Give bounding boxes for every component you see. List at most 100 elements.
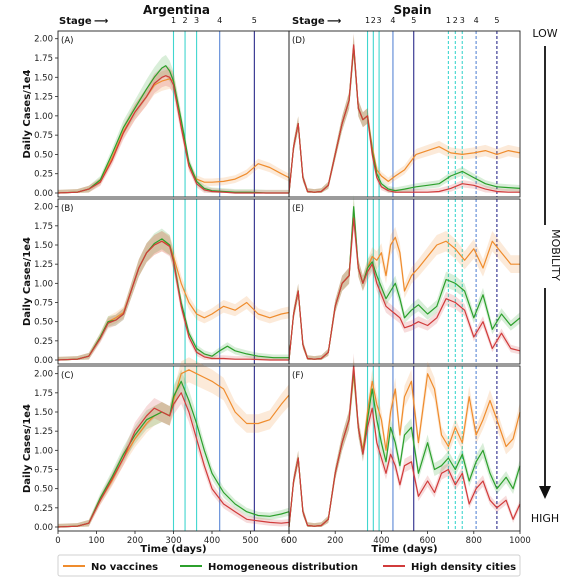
series-line-e-homogeneous: [288, 206, 521, 361]
ytick-label-b-2: 0.50: [34, 318, 53, 328]
ytick-label-a-1: 0.25: [34, 170, 53, 180]
band-f-no-vaccines: [289, 361, 520, 527]
ytick-label-c-5: 1.25: [34, 427, 53, 437]
xtick-label-f-4: 800: [466, 536, 482, 546]
stage-label-left: Stage: [59, 16, 92, 27]
panels: 1 2 3 4 5(A)0.000.250.500.751.001.251.501.75…: [22, 3, 531, 555]
stage-number-a-1-3: 3: [194, 16, 199, 25]
ytick-label-b-3: 0.75: [34, 299, 53, 309]
ytick-label-c-0: 0.00: [34, 523, 53, 533]
stage-number-d-1-5: 5: [411, 16, 416, 25]
ytick-label-c-2: 0.50: [34, 485, 53, 495]
xtick-label-f-3: 600: [419, 536, 435, 546]
xtick-label-f-0: 0: [286, 536, 291, 546]
mobility-axis-label: MOBILITY: [549, 229, 562, 281]
frame-d: [288, 30, 521, 198]
ytick-label-a-4: 1.00: [34, 112, 53, 122]
xlabel-f: Time (days): [371, 544, 437, 555]
series-line-e-high-density: [288, 217, 521, 361]
stage-number-a-1-2: 2: [183, 16, 188, 25]
mobility-high-label: HIGH: [531, 512, 559, 525]
panel-f: (F) 0 200 400 600 800 1000 Time (days): [286, 353, 531, 555]
ylabel-b: Daily Cases/1e4: [22, 237, 33, 326]
ylabel-c: Daily Cases/1e4: [22, 404, 33, 493]
stage-number-d-1-1: 1: [365, 16, 370, 25]
panel-label-c: (C): [61, 371, 74, 381]
legend-frame: [57, 554, 521, 577]
stage-number-d-1-3: 3: [377, 16, 382, 25]
band-f-homogeneous: [289, 357, 520, 527]
ytick-label-b-4: 1.00: [34, 279, 53, 289]
panel-title-d: Spain: [394, 3, 432, 17]
series-line-f-no-vaccines: [288, 373, 521, 528]
ytick-label-c-1: 0.25: [34, 504, 53, 514]
xtick-label-f-1: 200: [327, 536, 343, 546]
series-line-f-high-density: [288, 365, 521, 528]
ytick-label-c-8: 2.00: [34, 370, 53, 380]
panel-b: (B) 0.00 0.25 0.50 0.75 1.00 1.25 1.50 1.75 2.00 D…: [22, 198, 290, 366]
series-line-b-high-density: [57, 240, 289, 361]
stage-number-a-1-1: 1: [171, 16, 176, 25]
band-a-high-density: [58, 65, 289, 193]
panel-label-b: (B): [61, 204, 73, 214]
stage-number-d-2-1: 1: [446, 16, 451, 25]
ytick-label-a-6: 1.50: [34, 73, 53, 83]
ytick-label-a-5: 1.25: [34, 93, 53, 103]
band-c-high-density: [58, 381, 289, 527]
stage-number-d-1-2: 2: [371, 16, 376, 25]
panel-label-e: (E): [292, 204, 304, 214]
band-e-no-vaccines: [289, 198, 520, 360]
ytick-label-c-7: 1.75: [34, 389, 53, 399]
stage-number-d-2-4: 4: [474, 16, 479, 25]
ytick-label-b-0: 0.00: [34, 356, 53, 366]
band-c-no-vaccines: [58, 357, 289, 527]
series-line-c-homogeneous: [57, 380, 290, 528]
xtick-label-c-3: 300: [165, 536, 181, 546]
ytick-label-a-7: 1.75: [34, 54, 53, 64]
ytick-label-c-4: 1.00: [34, 446, 53, 456]
ytick-label-b-8: 2.00: [34, 203, 53, 213]
panel-label-f: (F): [292, 371, 304, 381]
xtick-label-c-1: 100: [88, 536, 104, 546]
series-line-a-homogeneous: [57, 65, 289, 194]
ytick-label-c-3: 0.75: [34, 466, 53, 476]
ytick-label-a-2: 0.50: [34, 150, 53, 160]
band-e-high-density: [289, 206, 520, 360]
xtick-label-c-2: 200: [127, 536, 143, 546]
legend-label-no-vaccines: No vaccines: [91, 562, 158, 573]
ytick-label-b-6: 1.50: [34, 241, 53, 251]
xtick-label-c-6: 600: [281, 536, 297, 546]
xtick-label-f-2: 400: [373, 536, 389, 546]
ytick-label-a-3: 0.75: [34, 131, 53, 141]
band-d-no-vaccines: [289, 34, 520, 193]
stage-arrow-right: ⟶: [327, 16, 341, 27]
xtick-label-c-4: 400: [204, 536, 220, 546]
series-line-c-high-density: [57, 392, 290, 528]
mobility-low-label: LOW: [532, 27, 557, 40]
ytick-label-b-1: 0.25: [34, 337, 53, 347]
ytick-label-a-0: 0.00: [34, 189, 53, 199]
legend: No vaccines Homogeneous distribution Hig…: [57, 554, 521, 577]
series-line-a-high-density: [57, 75, 289, 194]
xtick-label-c-0: 0: [55, 536, 60, 546]
panel-a: 1 2 3 4 5 (A) 0.00 0.25 0.50 0.75 1.00 1.25 1.50 1.75…: [22, 3, 290, 199]
panel-label-a: (A): [61, 36, 73, 46]
stage-number-d-2-2: 2: [453, 16, 458, 25]
xtick-label-f-5: 1000: [509, 536, 531, 546]
stage-number-d-2-5: 5: [494, 16, 499, 25]
panel-title-a: Argentina: [143, 3, 210, 17]
ytick-label-a-8: 2.00: [34, 35, 53, 45]
xtick-label-c-5: 500: [242, 536, 258, 546]
stage-number-a-1-4: 4: [217, 16, 222, 25]
stage-number-d-2-3: 3: [460, 16, 465, 25]
stage-label-right: Stage: [292, 16, 325, 27]
xlabel-c: Time (days): [140, 544, 206, 555]
stage-number-d-1-4: 4: [390, 16, 395, 25]
stage-number-a-1-5: 5: [252, 16, 257, 25]
panel-c: (C) 0.00 0.25 0.50 0.75 1.00 1.25 1.50 1.75 2.00 0…: [22, 357, 297, 555]
frame-f: [288, 365, 521, 532]
legend-label-high-density: High density cities: [411, 562, 516, 573]
stage-arrow-left: ⟶: [94, 16, 108, 27]
series-line-c-no-vaccines: [57, 369, 290, 528]
panel-label-d: (D): [292, 36, 305, 46]
